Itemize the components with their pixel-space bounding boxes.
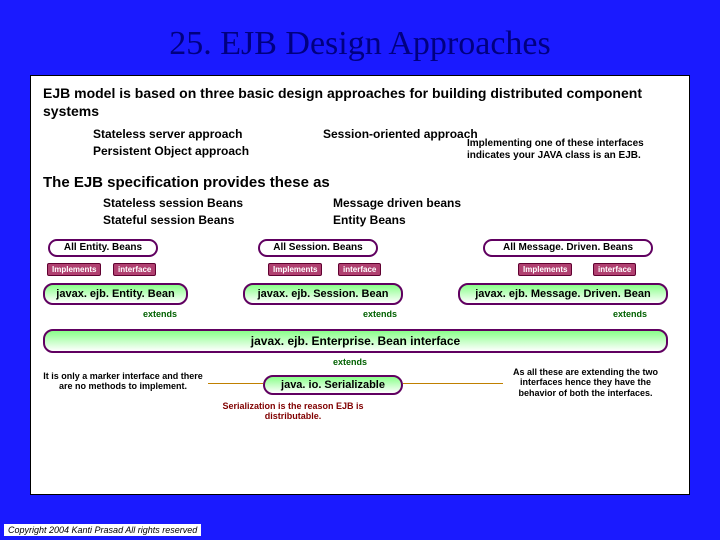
chip-message-beans: All Message. Driven. Beans xyxy=(483,239,653,257)
chip-entity-bean-if: javax. ejb. Entity. Bean xyxy=(43,283,188,305)
bean-item: Message driven beans xyxy=(333,195,563,212)
chip-message-bean-if: javax. ejb. Message. Driven. Bean xyxy=(458,283,668,305)
approach-item: Stateless server approach xyxy=(93,126,323,143)
tag-interface: interface xyxy=(593,263,636,276)
chip-session-beans: All Session. Beans xyxy=(258,239,378,257)
chip-serializable: java. io. Serializable xyxy=(263,375,403,395)
spec-line: The EJB specification provides these as xyxy=(43,174,677,191)
tag-implements: Implements xyxy=(518,263,572,276)
extends-label: extends xyxy=(363,309,397,319)
connector-line xyxy=(403,383,503,384)
bean-item: Entity Beans xyxy=(333,212,563,229)
chip-session-bean-if: javax. ejb. Session. Bean xyxy=(243,283,403,305)
bean-item: Stateless session Beans xyxy=(103,195,333,212)
chip-entity-beans: All Entity. Beans xyxy=(48,239,158,257)
content-box: EJB model is based on three basic design… xyxy=(30,75,690,495)
copyright-text: Copyright 2004 Kanti Prasad All rights r… xyxy=(4,524,201,536)
note-behavior: As all these are extending the two inter… xyxy=(503,367,668,399)
connector-line xyxy=(208,383,263,384)
slide-title: 25. EJB Design Approaches xyxy=(30,25,690,63)
bar-enterprise-bean: javax. ejb. Enterprise. Bean interface xyxy=(43,329,668,353)
extends-label: extends xyxy=(613,309,647,319)
tag-implements: Implements xyxy=(268,263,322,276)
tag-interface: interface xyxy=(338,263,381,276)
beans-list: Stateless session Beans Stateful session… xyxy=(103,195,677,229)
tag-interface: interface xyxy=(113,263,156,276)
callout-interfaces: Implementing one of these interfaces ind… xyxy=(467,138,677,162)
note-marker-interface: It is only a marker interface and there … xyxy=(43,371,203,393)
tag-implements: Implements xyxy=(47,263,101,276)
approach-item: Persistent Object approach xyxy=(93,143,323,160)
bean-item: Stateful session Beans xyxy=(103,212,333,229)
intro-text: EJB model is based on three basic design… xyxy=(43,84,677,120)
slide: 25. EJB Design Approaches EJB model is b… xyxy=(0,0,720,540)
note-serialization: Serialization is the reason EJB is distr… xyxy=(213,401,373,423)
diagram-area: All Entity. Beans All Session. Beans All… xyxy=(43,239,677,469)
extends-label: extends xyxy=(333,357,367,367)
extends-label: extends xyxy=(143,309,177,319)
